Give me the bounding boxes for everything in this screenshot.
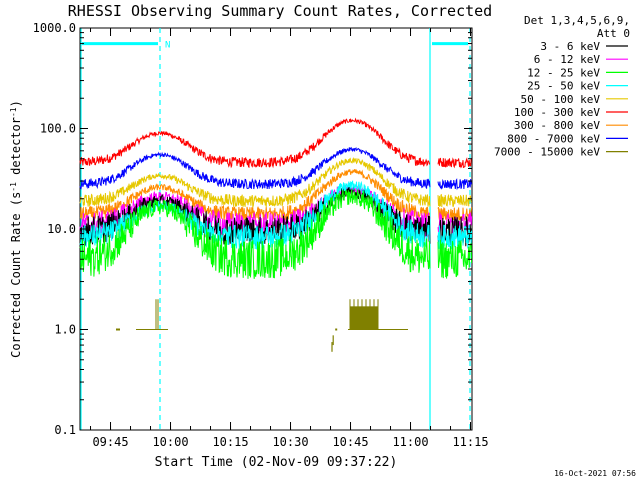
x-tick-label: 11:15 bbox=[452, 435, 488, 449]
y-axis: 1000.0 100.0 10.0 1.0 0.1 bbox=[33, 21, 472, 437]
x-axis-label: Start Time (02-Nov-09 09:37:22) bbox=[155, 455, 398, 470]
legend-label: 300 - 800 keV bbox=[514, 119, 600, 132]
legend-header-line-2: Att 0 bbox=[597, 27, 630, 40]
series-line bbox=[437, 239, 473, 279]
x-tick-label: 09:45 bbox=[92, 435, 128, 449]
attenuator-dot bbox=[116, 328, 118, 331]
y-tick-label: 100.0 bbox=[40, 122, 76, 136]
legend-label: 100 - 300 keV bbox=[514, 106, 600, 119]
attenuator-dot bbox=[118, 328, 120, 331]
x-tick-label: 10:15 bbox=[212, 435, 248, 449]
series-line bbox=[437, 193, 473, 208]
legend-label: 800 - 7000 keV bbox=[507, 132, 600, 145]
y-tick-label: 0.1 bbox=[54, 423, 76, 437]
legend-label: 50 - 100 keV bbox=[521, 93, 601, 106]
series-line bbox=[79, 157, 431, 208]
x-tick-label: 10:00 bbox=[152, 435, 188, 449]
series-line bbox=[79, 117, 431, 169]
legend-label: 3 - 6 keV bbox=[540, 40, 600, 53]
series-line bbox=[79, 180, 431, 251]
series-line bbox=[437, 178, 473, 191]
legend-label: 6 - 12 keV bbox=[534, 53, 601, 66]
y-tick-label: 10.0 bbox=[47, 222, 76, 236]
x-tick-label: 11:00 bbox=[392, 435, 428, 449]
timestamp: 16-Oct-2021 07:56 bbox=[554, 469, 636, 478]
legend-header-line-1: Det 1,3,4,5,6,9, bbox=[524, 14, 630, 27]
series-line bbox=[437, 157, 473, 169]
x-tick-label: 10:30 bbox=[272, 435, 308, 449]
series-lines bbox=[79, 117, 473, 279]
y-axis-label: Corrected Count Rate (s-1 detector-1) bbox=[9, 100, 24, 358]
x-tick-label: 10:45 bbox=[332, 435, 368, 449]
legend-label: 7000 - 15000 keV bbox=[494, 146, 600, 159]
y-tick-label: 1000.0 bbox=[33, 21, 76, 35]
chart-title: RHESSI Observing Summary Count Rates, Co… bbox=[68, 2, 492, 20]
legend-label: 25 - 50 keV bbox=[527, 80, 600, 93]
attenuator-dot bbox=[335, 328, 338, 331]
series-line bbox=[437, 206, 473, 222]
series-line bbox=[79, 146, 431, 190]
night-bar-label: N bbox=[165, 41, 170, 51]
y-tick-label: 1.0 bbox=[54, 323, 76, 337]
legend-label: 12 - 25 keV bbox=[527, 66, 600, 79]
attenuator-block bbox=[350, 306, 378, 330]
series-line bbox=[79, 189, 431, 279]
attenuator-marks bbox=[116, 299, 408, 352]
x-axis: 09:45 10:00 10:15 10:30 10:45 11:00 11:15 bbox=[90, 28, 489, 449]
night-bars: N bbox=[82, 41, 468, 51]
